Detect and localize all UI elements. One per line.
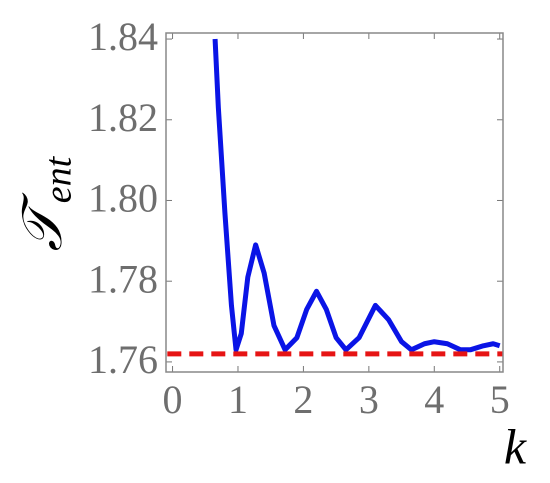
x-tick-label: 0 [163, 377, 183, 422]
x-tick-label: 1 [228, 377, 248, 422]
x-tick-label: 5 [490, 377, 510, 422]
series-line [212, 38, 501, 353]
y-tick-label: 1.76 [88, 337, 158, 382]
x-tick-label: 2 [293, 377, 313, 422]
y-axis-label-sub: ent [38, 155, 80, 203]
x-tick-label: 4 [424, 377, 444, 422]
y-axis-label-group: 𝒯 ent [12, 155, 80, 251]
y-tick-label: 1.84 [88, 14, 158, 59]
y-tick-label: 1.78 [88, 256, 158, 301]
y-tick-label: 1.82 [88, 95, 158, 140]
y-tick-label: 1.80 [88, 176, 158, 221]
x-tick-label: 3 [359, 377, 379, 422]
x-axis-label: k [504, 418, 527, 474]
plot-frame [165, 32, 504, 373]
